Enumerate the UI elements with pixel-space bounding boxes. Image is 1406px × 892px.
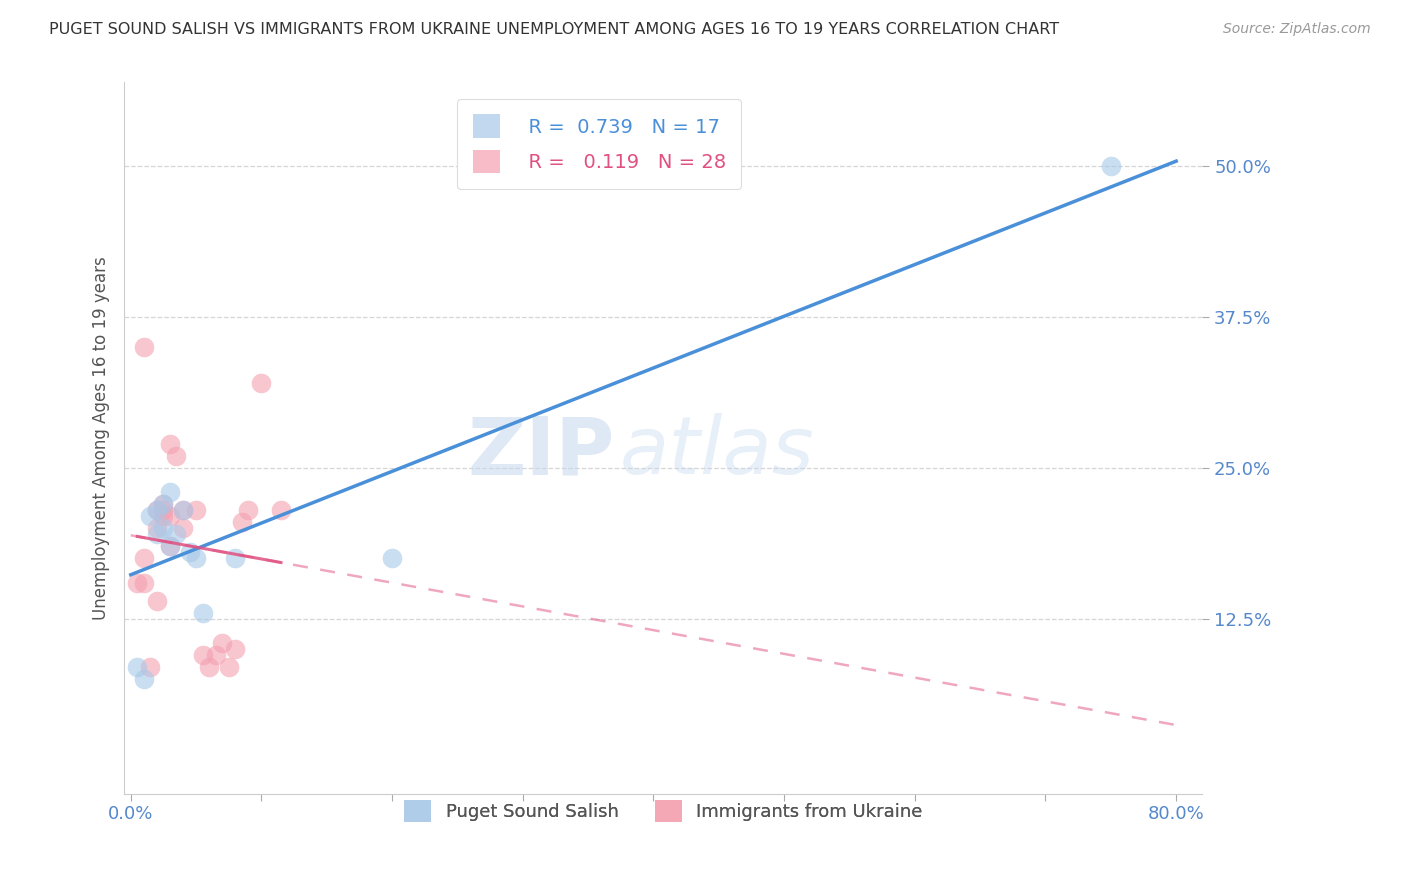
Point [146,503,169,517]
Point [146,521,169,535]
Y-axis label: Unemployment Among Ages 16 to 19 years: Unemployment Among Ages 16 to 19 years [93,256,110,620]
Point [146,593,169,607]
Text: ZIP: ZIP [468,413,614,491]
Point [132,672,155,686]
Legend: Puget Sound Salish, Immigrants from Ukraine: Puget Sound Salish, Immigrants from Ukra… [395,791,932,831]
Point [198,660,221,674]
Text: PUGET SOUND SALISH VS IMMIGRANTS FROM UKRAINE UNEMPLOYMENT AMONG AGES 16 TO 19 Y: PUGET SOUND SALISH VS IMMIGRANTS FROM UK… [49,22,1059,37]
Point [191,648,214,662]
Point [191,606,214,620]
Point [132,551,155,566]
Point [159,437,181,451]
Text: Source: ZipAtlas.com: Source: ZipAtlas.com [1223,22,1371,37]
Point [139,660,162,674]
Point [139,509,162,524]
Point [152,509,174,524]
Point [172,521,194,535]
Point [270,503,292,517]
Point [211,636,233,650]
Point [146,527,169,541]
Point [152,503,174,517]
Text: atlas: atlas [620,413,815,491]
Point [381,551,404,566]
Point [127,660,149,674]
Point [172,503,194,517]
Point [159,540,181,554]
Point [132,575,155,590]
Point [166,527,188,541]
Point [231,515,253,529]
Point [204,648,226,662]
Point [224,551,246,566]
Point [179,545,201,559]
Point [172,503,194,517]
Point [152,521,174,535]
Point [152,497,174,511]
Point [132,340,155,354]
Point [152,497,174,511]
Point [159,540,181,554]
Point [159,485,181,500]
Point [159,509,181,524]
Point [238,503,260,517]
Point [146,503,169,517]
Point [184,551,207,566]
Point [166,449,188,463]
Point [250,376,273,391]
Point [1099,159,1122,173]
Point [218,660,240,674]
Point [184,503,207,517]
Point [127,575,149,590]
Point [224,641,246,656]
